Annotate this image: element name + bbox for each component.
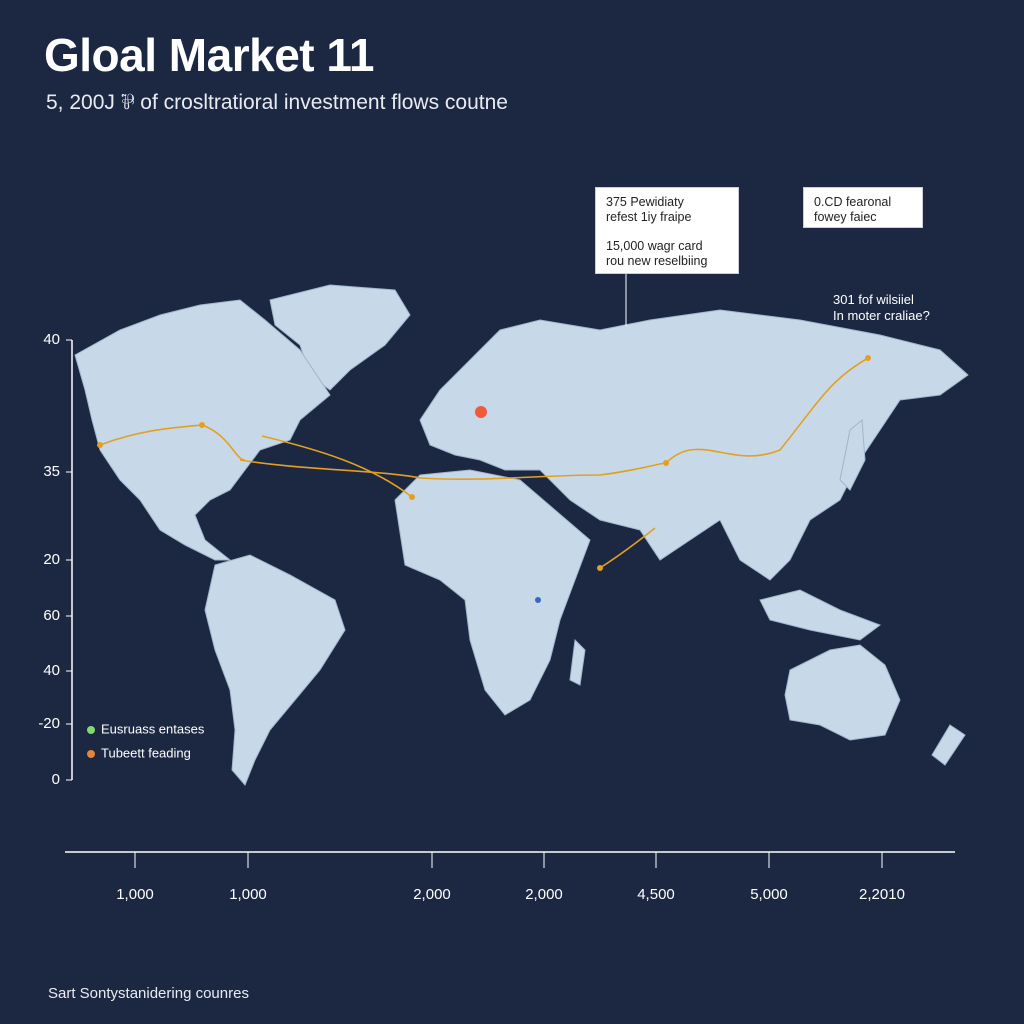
subtitle: 5, 200J ⅌ of crosltratioral investment f… — [46, 91, 508, 114]
y-tick-label: 40 — [43, 662, 60, 679]
callout-line: rou new reselbiing — [606, 254, 708, 268]
flow-point — [597, 565, 603, 571]
y-tick-label: 20 — [43, 551, 60, 568]
flow-line — [599, 527, 656, 569]
landmass — [784, 644, 901, 741]
legend-swatch — [87, 726, 95, 734]
flow-point — [409, 494, 415, 500]
flow-point — [663, 460, 669, 466]
flow-point — [199, 422, 205, 428]
landmass — [269, 284, 411, 391]
annotation: 301 fof wilsiiel In moter craliae? — [833, 292, 930, 324]
x-tick-label: 4,500 — [637, 886, 675, 903]
flow-point — [97, 442, 103, 448]
x-tick-label: 1,000 — [229, 886, 267, 903]
flow-line — [239, 459, 667, 481]
x-tick-label: 1,000 — [116, 886, 154, 903]
annotation-line: 301 fof wilsiiel — [833, 292, 914, 307]
legend-label: Tubeett feading — [101, 745, 191, 760]
callout-line: refest 1iy fraipe — [606, 210, 692, 224]
landmass — [419, 309, 969, 581]
flow-line — [665, 357, 869, 464]
x-tick-label: 2,000 — [525, 886, 563, 903]
callout-line: 0.CD fearonal — [814, 195, 892, 209]
callout: 0.CD fearonal fowey faiec — [803, 187, 923, 228]
flow-line — [261, 435, 413, 498]
y-tick-label: 35 — [43, 463, 60, 480]
x-tick-label: 2,000 — [413, 886, 451, 903]
hotspot — [475, 406, 487, 418]
title: Gloal Market 11 — [44, 29, 375, 81]
callout: 375 Pewidiaty refest 1iy fraipe 15,000 wag… — [595, 187, 739, 274]
flow-point — [865, 355, 871, 361]
callout-line: 375 Pewidiaty — [606, 195, 684, 209]
x-tick-label: 5,000 — [750, 886, 788, 903]
footer: Sart Sontystanidering counres — [48, 985, 249, 1002]
landmass — [394, 469, 591, 716]
landmass — [204, 554, 346, 786]
landmass — [839, 418, 866, 491]
landmass — [759, 589, 882, 641]
callout-line: fowey faiec — [814, 210, 877, 224]
annotation-line: In moter craliae? — [833, 308, 930, 323]
landmass — [569, 638, 586, 686]
landmass — [931, 724, 966, 766]
legend-swatch — [87, 750, 95, 758]
hotspot — [535, 597, 541, 603]
y-tick-label: -20 — [38, 715, 60, 732]
callout-line: 15,000 wagr card — [606, 239, 703, 253]
legend-label: Eusruass entases — [101, 721, 205, 736]
landmass — [74, 299, 331, 561]
x-tick-label: 2,2010 — [859, 886, 905, 903]
y-tick-label: 60 — [43, 607, 60, 624]
y-tick-label: 0 — [52, 771, 60, 788]
y-tick-label: 40 — [43, 331, 60, 348]
